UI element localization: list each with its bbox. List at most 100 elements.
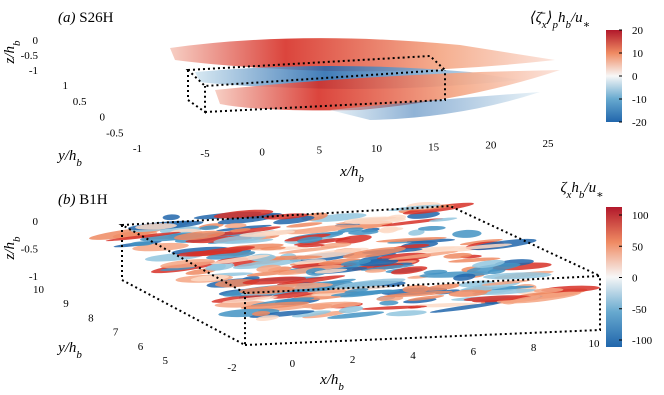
label-part: z/h	[2, 46, 18, 65]
x-tick-label: -5	[200, 148, 210, 160]
streak	[453, 273, 476, 281]
z-tick-label: -1	[29, 271, 38, 283]
colorbar-tick-label: -100	[632, 335, 653, 347]
streak	[429, 302, 501, 313]
streak	[483, 272, 552, 280]
panel-label: (b)	[58, 192, 76, 208]
streak	[466, 262, 521, 273]
y-tick-label: 7	[113, 327, 119, 339]
x-tick-label: 20	[485, 140, 497, 152]
z-tick-label: 0	[33, 35, 39, 47]
colorbar-tick-label: 0	[632, 71, 638, 83]
y-tick-label: 5	[163, 355, 169, 367]
colorbar-tick-label: 20	[632, 25, 644, 37]
panel-title: (a) S26H	[58, 10, 114, 26]
colorbar-tick-label: 50	[632, 241, 644, 253]
streak	[318, 258, 361, 266]
streak	[216, 224, 272, 232]
streak	[472, 259, 505, 269]
label-part: b	[11, 236, 23, 242]
streak	[246, 269, 296, 277]
streak	[218, 249, 243, 254]
x-tick-label: 0	[259, 146, 265, 158]
label-part: ζ	[560, 180, 567, 196]
label-part: x	[566, 189, 572, 201]
colorbar-tick-label: 0	[632, 273, 638, 285]
label-part: p	[552, 19, 559, 31]
y-tick-label: 8	[88, 312, 94, 324]
streak	[314, 268, 348, 274]
x-axis-label: x/hb	[339, 164, 364, 185]
streak	[239, 230, 295, 237]
label-part: b	[11, 40, 23, 46]
streak	[278, 246, 340, 254]
y-tick-label: 0	[100, 112, 106, 124]
label-part: y/h	[56, 340, 76, 356]
label-part: h	[571, 180, 579, 196]
streak	[190, 274, 230, 282]
streak	[459, 239, 503, 246]
x-tick-label: 4	[410, 350, 416, 362]
streak	[302, 301, 362, 309]
x-tick-label: 5	[317, 145, 323, 157]
streak	[205, 263, 235, 271]
streak	[340, 259, 372, 266]
colorbar-title: ζxhb/u∗	[560, 180, 603, 201]
streak	[375, 237, 447, 243]
streak	[390, 266, 428, 275]
streak	[293, 237, 351, 246]
label-part: ⟩	[546, 10, 553, 26]
label-part: b	[358, 173, 364, 185]
streak	[252, 310, 271, 317]
colorbar-a	[606, 30, 622, 122]
streak	[443, 252, 472, 259]
label-part: y/h	[56, 148, 76, 164]
label-part: x/h	[319, 372, 338, 388]
streak	[344, 288, 369, 294]
x-tick-label: 10	[371, 143, 383, 155]
label-part: b	[338, 381, 344, 393]
streak	[416, 246, 455, 253]
streak	[508, 291, 581, 304]
z-tick-label: -0.5	[21, 50, 39, 62]
streak	[388, 204, 441, 211]
streak	[448, 289, 488, 297]
label-part: ∗	[596, 189, 603, 201]
streak	[423, 269, 448, 275]
streak	[364, 268, 387, 273]
streak	[340, 289, 394, 298]
colorbar-b	[606, 207, 622, 347]
streak	[481, 279, 531, 286]
streak	[379, 226, 399, 234]
streak	[129, 241, 154, 246]
streak	[270, 290, 316, 299]
colorbar-tick-label: -10	[632, 94, 647, 106]
y-tick-label: 1	[63, 80, 69, 92]
panel-title: (b) B1H	[58, 192, 108, 208]
streak	[452, 229, 482, 238]
label-part: h	[558, 10, 566, 26]
streak	[388, 251, 458, 260]
streak	[224, 223, 247, 229]
streak	[286, 224, 360, 235]
label-part: b	[566, 19, 572, 31]
z-axis-label: z/hb	[2, 236, 23, 261]
x-tick-label: 6	[471, 346, 477, 358]
streak	[199, 225, 219, 231]
z-tick-label: -0.5	[21, 244, 39, 256]
y-tick-label: -0.5	[106, 127, 124, 139]
streak	[297, 236, 323, 244]
streak	[206, 250, 256, 260]
label-part: ∗	[583, 19, 590, 31]
streak	[338, 305, 364, 314]
streak	[277, 275, 346, 286]
colorbar-title: ⟨ζ̄x⟩phb/u∗	[530, 10, 590, 31]
streak	[344, 216, 406, 225]
panel-label: (a)	[58, 10, 76, 26]
streak	[217, 212, 282, 225]
streak	[342, 246, 406, 259]
streak	[232, 258, 302, 270]
label-part: b	[76, 157, 82, 169]
streak	[448, 257, 501, 263]
streak	[417, 225, 446, 231]
